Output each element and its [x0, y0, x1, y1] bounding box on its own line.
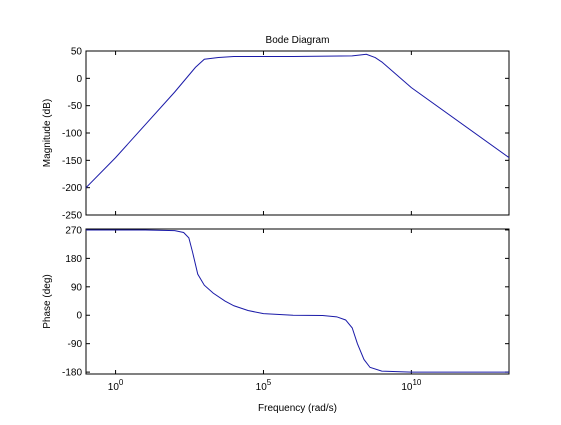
- y-tick-label: -200: [62, 183, 82, 194]
- y-tick-label: 180: [65, 254, 82, 265]
- x-tick-base: 10: [108, 382, 120, 393]
- y-tick-label: -250: [62, 211, 82, 222]
- y-tick-label: 0: [76, 74, 82, 85]
- x-tick-label: 1010: [401, 378, 422, 393]
- y-tick-label: 270: [65, 225, 82, 236]
- x-tick-base: 10: [401, 382, 413, 393]
- data-line: [85, 53, 510, 189]
- x-tick-exponent: 10: [412, 378, 421, 387]
- y-tick-label: -90: [68, 339, 83, 350]
- y-axis-label: Phase (deg): [42, 274, 53, 328]
- x-axis-label: Frequency (rad/s): [258, 403, 337, 414]
- plot-area: [85, 50, 510, 216]
- x-tick-exponent: 0: [119, 378, 124, 387]
- y-tick-label: -180: [62, 368, 82, 379]
- y-tick-label: -150: [62, 156, 82, 167]
- y-tick-label: -50: [68, 101, 83, 112]
- x-tick-label: 100: [108, 378, 124, 393]
- y-tick-label: -100: [62, 129, 82, 140]
- y-tick-label: 50: [71, 47, 83, 58]
- x-tick-label: 105: [256, 378, 272, 393]
- y-tick-label: 0: [76, 311, 82, 322]
- data-line: [86, 229, 509, 373]
- x-tick-exponent: 5: [267, 378, 272, 387]
- chart-title: Bode Diagram: [266, 35, 330, 46]
- x-tick-base: 10: [256, 382, 268, 393]
- plot-area: [85, 228, 510, 375]
- y-axis-label: Magnitude (dB): [42, 99, 53, 167]
- y-tick-label: 90: [71, 282, 83, 293]
